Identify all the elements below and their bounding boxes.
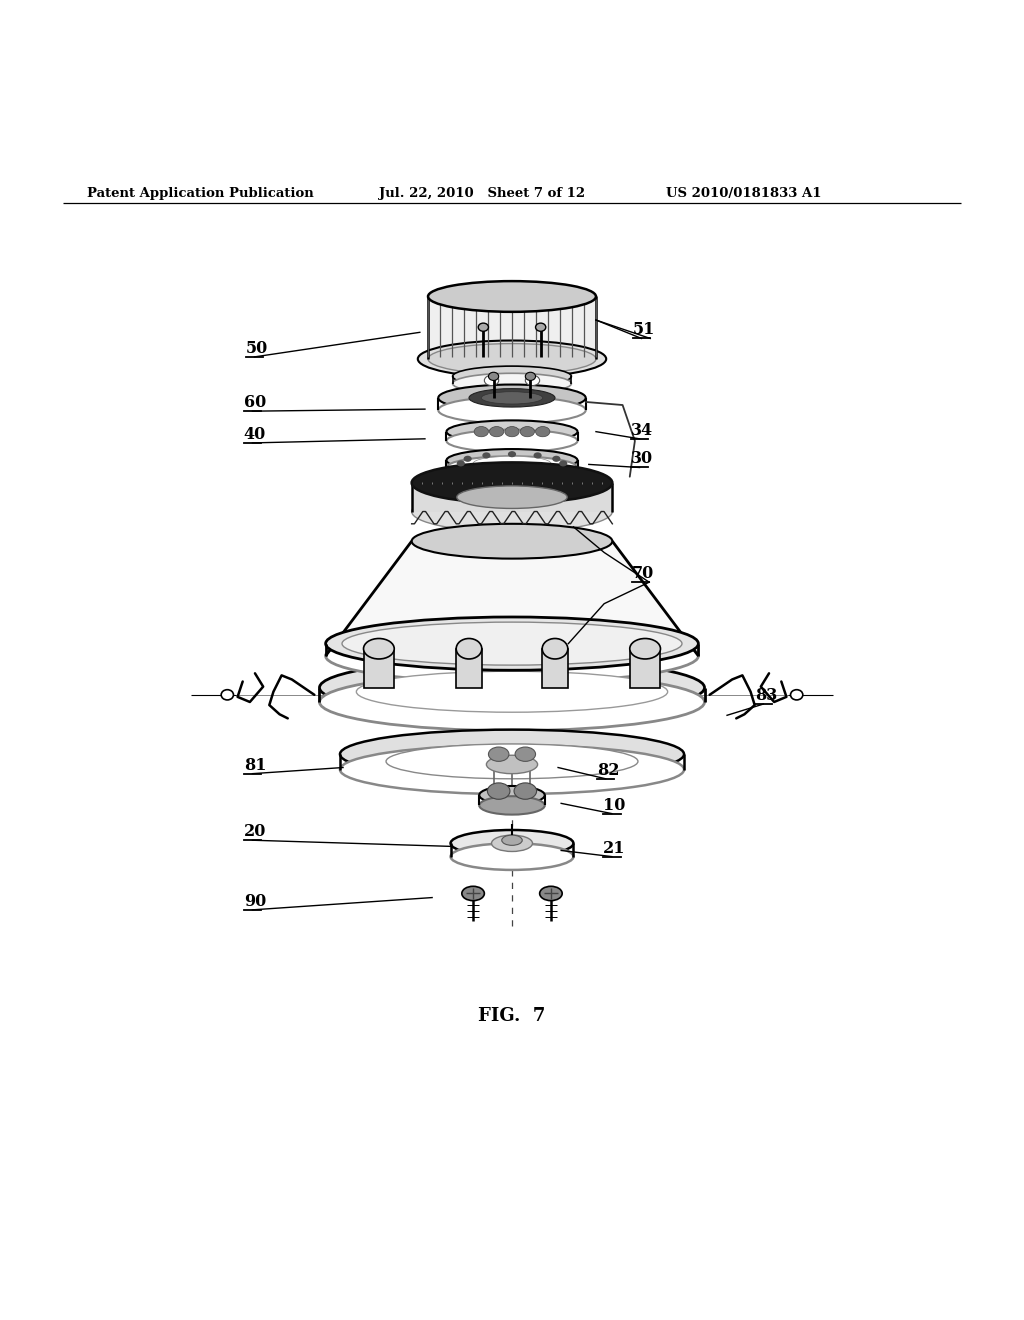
- Ellipse shape: [484, 375, 499, 385]
- Bar: [630, 648, 660, 688]
- Ellipse shape: [520, 426, 535, 437]
- Ellipse shape: [446, 449, 578, 471]
- Ellipse shape: [451, 843, 573, 870]
- Ellipse shape: [505, 426, 519, 437]
- Ellipse shape: [473, 457, 551, 470]
- Ellipse shape: [453, 374, 571, 393]
- Ellipse shape: [342, 622, 682, 665]
- Ellipse shape: [479, 796, 545, 814]
- Ellipse shape: [364, 639, 394, 659]
- Bar: [364, 648, 394, 688]
- Ellipse shape: [446, 457, 578, 479]
- Polygon shape: [412, 483, 612, 512]
- Ellipse shape: [221, 689, 233, 700]
- Ellipse shape: [428, 343, 596, 375]
- Ellipse shape: [559, 461, 567, 466]
- Ellipse shape: [525, 375, 540, 385]
- Ellipse shape: [552, 455, 560, 462]
- Text: 50: 50: [246, 339, 268, 356]
- Ellipse shape: [536, 323, 546, 331]
- Ellipse shape: [791, 689, 803, 700]
- Text: FIG.  7: FIG. 7: [478, 1007, 546, 1026]
- Ellipse shape: [438, 397, 586, 424]
- Ellipse shape: [525, 372, 536, 380]
- Ellipse shape: [340, 744, 684, 795]
- Ellipse shape: [319, 673, 705, 731]
- Text: Jul. 22, 2010   Sheet 7 of 12: Jul. 22, 2010 Sheet 7 of 12: [379, 187, 585, 199]
- Text: 70: 70: [632, 565, 654, 582]
- Text: 90: 90: [244, 892, 266, 909]
- Text: 21: 21: [603, 840, 626, 857]
- Text: 82: 82: [597, 762, 620, 779]
- Text: Patent Application Publication: Patent Application Publication: [87, 187, 313, 199]
- Ellipse shape: [488, 747, 509, 762]
- Ellipse shape: [469, 388, 555, 407]
- Ellipse shape: [492, 836, 532, 851]
- Ellipse shape: [326, 616, 698, 671]
- Text: 10: 10: [603, 796, 626, 813]
- Ellipse shape: [502, 836, 522, 845]
- Ellipse shape: [464, 455, 472, 462]
- Ellipse shape: [479, 785, 545, 804]
- Polygon shape: [428, 297, 596, 359]
- Ellipse shape: [534, 453, 542, 458]
- Ellipse shape: [428, 343, 596, 375]
- Ellipse shape: [428, 281, 596, 312]
- Ellipse shape: [446, 420, 578, 444]
- Text: 60: 60: [244, 395, 266, 411]
- Ellipse shape: [457, 461, 465, 466]
- Ellipse shape: [478, 323, 488, 331]
- Bar: [543, 648, 568, 688]
- Ellipse shape: [474, 426, 488, 437]
- Ellipse shape: [412, 491, 612, 532]
- Text: 83: 83: [755, 686, 777, 704]
- Polygon shape: [326, 541, 698, 656]
- Ellipse shape: [418, 341, 606, 378]
- Bar: [457, 648, 482, 688]
- Ellipse shape: [481, 392, 543, 404]
- Text: 81: 81: [244, 756, 266, 774]
- Ellipse shape: [508, 451, 516, 457]
- Ellipse shape: [356, 672, 668, 713]
- Ellipse shape: [462, 886, 484, 900]
- Ellipse shape: [340, 730, 684, 779]
- Ellipse shape: [543, 639, 567, 659]
- Ellipse shape: [514, 783, 537, 800]
- Ellipse shape: [453, 366, 571, 387]
- Ellipse shape: [326, 630, 698, 682]
- Ellipse shape: [451, 830, 573, 857]
- Text: 30: 30: [631, 450, 653, 467]
- Ellipse shape: [446, 429, 578, 453]
- Ellipse shape: [438, 384, 586, 411]
- Ellipse shape: [488, 372, 499, 380]
- Ellipse shape: [319, 659, 705, 717]
- Text: 51: 51: [633, 321, 655, 338]
- Text: US 2010/0181833 A1: US 2010/0181833 A1: [666, 187, 821, 199]
- Ellipse shape: [536, 426, 550, 437]
- Ellipse shape: [386, 744, 638, 779]
- Ellipse shape: [630, 639, 660, 659]
- Ellipse shape: [457, 639, 482, 659]
- Ellipse shape: [482, 453, 490, 458]
- Text: 40: 40: [244, 426, 266, 442]
- Ellipse shape: [489, 426, 504, 437]
- Ellipse shape: [486, 755, 538, 774]
- Ellipse shape: [515, 747, 536, 762]
- Ellipse shape: [412, 462, 612, 503]
- Text: 34: 34: [631, 421, 653, 438]
- Ellipse shape: [412, 524, 612, 558]
- Ellipse shape: [487, 783, 510, 800]
- Ellipse shape: [540, 886, 562, 900]
- Ellipse shape: [457, 486, 567, 508]
- Text: 20: 20: [244, 824, 266, 840]
